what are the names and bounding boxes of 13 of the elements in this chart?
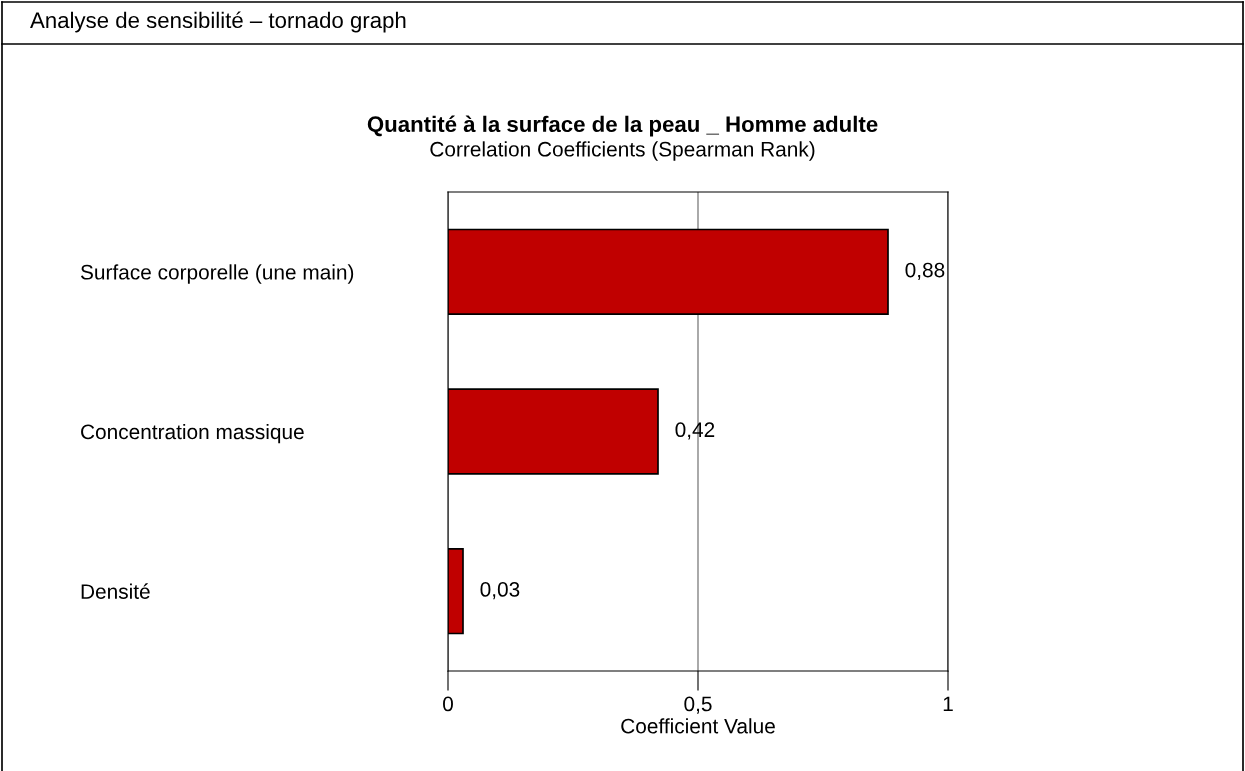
x-axis-title: Coefficient Value: [621, 718, 775, 734]
chart-subtitle: Correlation Coefficients (Spearman Rank): [430, 141, 815, 161]
x-tick-label: 0: [443, 696, 453, 712]
text: Analyse de sensibilité – tornado graph: [30, 11, 406, 33]
data-label: 0,03: [480, 582, 520, 600]
data-label: 0,42: [675, 422, 715, 440]
x-tick-label: 0,5: [684, 696, 712, 714]
y-tick-label: Surface corporelle (une main): [80, 264, 354, 284]
y-tick-label: Concentration massique: [81, 423, 304, 444]
x-tick-label: 1: [943, 696, 953, 712]
data-label: 0,88: [905, 262, 945, 280]
y-tick-label: Densité: [81, 583, 150, 599]
chart-title: Quantité à la surface de la peau _ Homme adulte: [367, 115, 878, 137]
